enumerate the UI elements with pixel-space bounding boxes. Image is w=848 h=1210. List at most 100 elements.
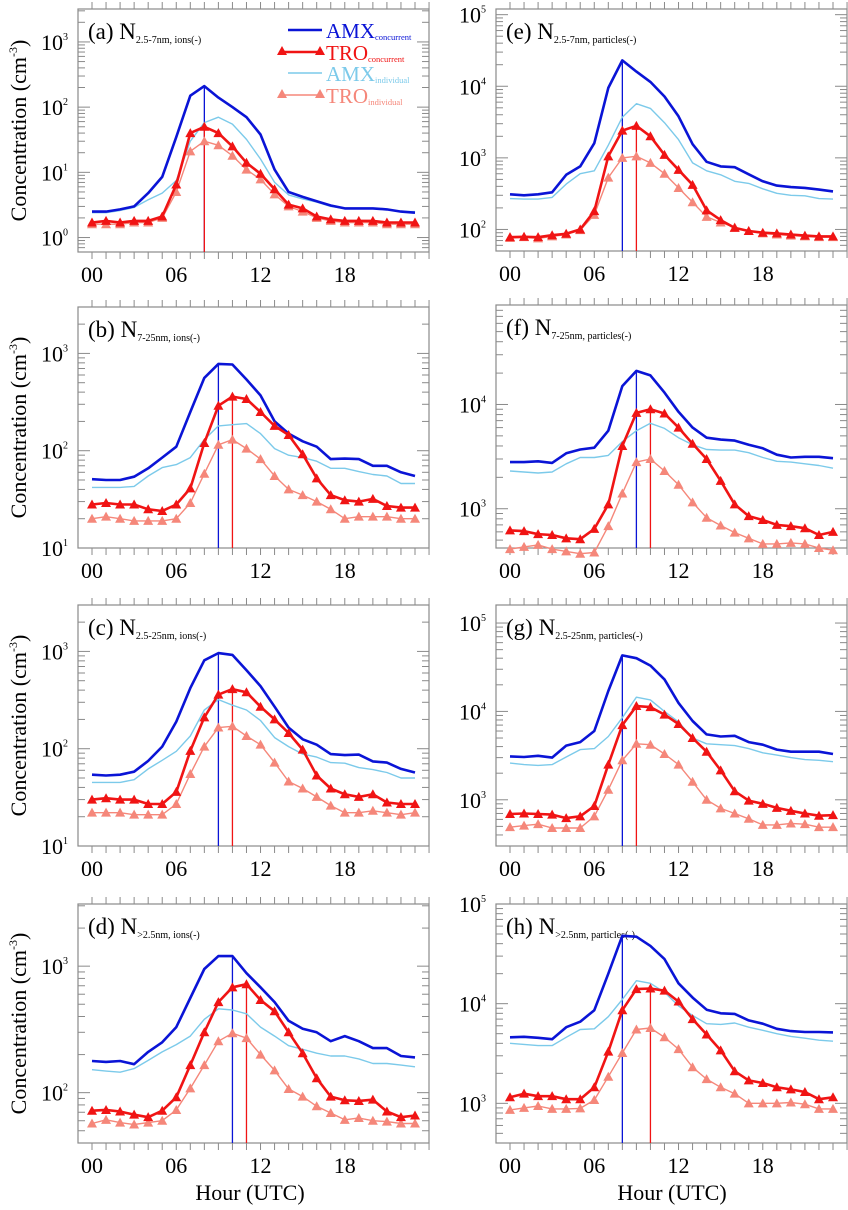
- data-point-triangle: [673, 1044, 684, 1054]
- y-tick-label: 102: [41, 737, 68, 762]
- data-point-triangle: [199, 1027, 210, 1037]
- x-tick-label: 00: [499, 261, 521, 286]
- series-amx-individual: [91, 1008, 416, 1073]
- data-point-triangle: [687, 733, 698, 743]
- series-tro-individual: [87, 721, 420, 819]
- data-point-triangle: [283, 728, 294, 738]
- data-point-triangle: [381, 797, 392, 807]
- data-point-triangle: [255, 168, 266, 178]
- x-tick-label: 00: [81, 558, 103, 583]
- series-line: [510, 369, 834, 465]
- data-point-triangle: [101, 215, 112, 225]
- data-point-triangle: [701, 1029, 712, 1039]
- y-tick-label: 103: [459, 146, 486, 171]
- data-point-triangle: [785, 1084, 796, 1094]
- data-point-triangle: [729, 527, 740, 537]
- data-point-triangle: [771, 538, 782, 548]
- series-line: [509, 696, 834, 767]
- y-tick-label: 103: [459, 497, 486, 522]
- series-line: [92, 140, 415, 225]
- data-point-triangle: [547, 1091, 558, 1101]
- data-point-triangle: [325, 1091, 336, 1101]
- data-point-triangle: [659, 748, 670, 758]
- data-point-triangle: [339, 1114, 350, 1124]
- data-point-triangle: [828, 545, 838, 555]
- data-point-triangle: [227, 721, 238, 731]
- legend-marker-tro-concurrent: [315, 46, 325, 55]
- data-point-triangle: [367, 511, 378, 521]
- data-point-triangle: [311, 473, 322, 483]
- data-point-triangle: [269, 714, 280, 724]
- data-point-triangle: [213, 689, 224, 699]
- data-point-triangle: [381, 807, 392, 817]
- series-line: [509, 934, 834, 1041]
- data-point-triangle: [645, 1023, 656, 1033]
- data-point-triangle: [673, 422, 684, 432]
- data-point-triangle: [659, 1032, 670, 1042]
- data-point-triangle: [129, 215, 140, 225]
- data-point-triangle: [185, 1083, 196, 1093]
- data-point-triangle: [813, 810, 824, 820]
- data-point-triangle: [701, 211, 712, 221]
- data-point-triangle: [799, 1099, 810, 1109]
- data-point-triangle: [381, 501, 392, 511]
- y-axis-label: Concentration (cm-3): [6, 337, 31, 519]
- data-point-triangle: [617, 755, 628, 765]
- series-line: [91, 1032, 415, 1126]
- panel-title: (e) N2.5-7nm, particles(-): [506, 19, 636, 46]
- data-point-triangle: [255, 406, 266, 416]
- data-point-triangle: [325, 504, 336, 514]
- data-point-triangle: [269, 1065, 280, 1075]
- data-point-triangle: [519, 1088, 530, 1098]
- data-point-triangle: [410, 502, 420, 512]
- data-point-triangle: [533, 529, 544, 539]
- data-point-triangle: [673, 164, 684, 174]
- series-line: [92, 116, 415, 214]
- data-point-triangle: [311, 791, 322, 801]
- legend: AMXconcurrent TROconcurrent AMXindividua…: [277, 19, 412, 108]
- data-point-triangle: [561, 822, 572, 832]
- data-point-triangle: [828, 1103, 838, 1113]
- data-point-triangle: [757, 819, 768, 829]
- x-tick-label: 06: [165, 856, 187, 881]
- data-point-triangle: [87, 217, 97, 227]
- data-point-triangle: [241, 157, 252, 167]
- data-point-triangle: [673, 182, 684, 192]
- data-point-triangle: [87, 499, 97, 509]
- data-point-triangle: [227, 982, 238, 992]
- x-tick-label: 18: [334, 262, 356, 287]
- panel-title: (c) N2.5-25nm, ions(-): [88, 615, 206, 642]
- data-point-triangle: [129, 499, 140, 509]
- data-point-triangle: [533, 1101, 544, 1111]
- data-point-triangle: [143, 1117, 154, 1127]
- data-point-triangle: [701, 453, 712, 463]
- series-amx-concurrent: [510, 369, 834, 465]
- data-point-triangle: [771, 819, 782, 829]
- data-point-triangle: [143, 809, 154, 819]
- data-point-triangle: [687, 776, 698, 786]
- data-point-triangle: [547, 809, 558, 819]
- data-point-triangle: [101, 511, 112, 521]
- data-point-triangle: [687, 1014, 698, 1024]
- data-point-triangle: [603, 172, 614, 182]
- data-point-triangle: [617, 440, 628, 450]
- data-point-triangle: [631, 407, 642, 417]
- data-point-triangle: [715, 803, 726, 813]
- data-point-triangle: [659, 408, 670, 418]
- series-tro-concurrent: [87, 391, 420, 516]
- data-point-triangle: [395, 809, 406, 819]
- data-point-triangle: [645, 983, 656, 993]
- data-point-triangle: [575, 534, 586, 544]
- data-point-triangle: [561, 1103, 572, 1113]
- data-point-triangle: [185, 745, 196, 755]
- x-tick-label: 12: [668, 856, 690, 881]
- plot-frame: [77, 8, 430, 253]
- data-point-triangle: [115, 1117, 126, 1127]
- data-point-triangle: [199, 1060, 210, 1070]
- data-point-triangle: [575, 822, 586, 832]
- y-tick-label: 104: [459, 74, 486, 99]
- data-point-triangle: [353, 511, 364, 521]
- data-point-triangle: [395, 799, 406, 809]
- x-tick-label: 06: [583, 856, 605, 881]
- data-point-triangle: [157, 799, 168, 809]
